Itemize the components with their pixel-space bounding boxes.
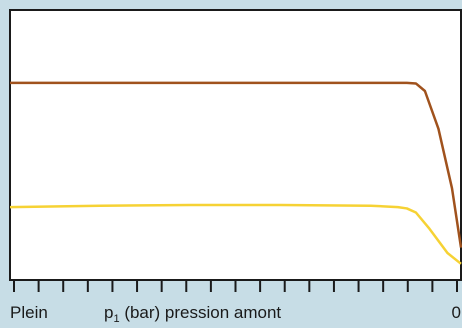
x-label-right: 0 (452, 303, 461, 322)
series-layer (9, 81, 462, 265)
x-axis-label: p1 (bar) pression amont (104, 303, 281, 323)
x-label-left: Plein (10, 303, 48, 322)
plot-area (9, 9, 462, 281)
x-ticks (13, 280, 458, 292)
x-axis-label-subscript: 1 (113, 313, 119, 323)
series-line-1 (10, 81, 462, 248)
series-line-2 (9, 203, 462, 265)
